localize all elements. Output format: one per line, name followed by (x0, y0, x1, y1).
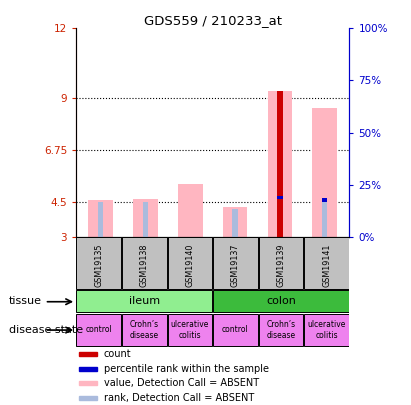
Text: count: count (104, 350, 132, 359)
Bar (259, 237, 303, 289)
Bar (79, 381, 97, 385)
Bar (268, 91, 292, 237)
Bar (76, 314, 121, 346)
Text: value, Detection Call = ABSENT: value, Detection Call = ABSENT (104, 378, 259, 388)
Bar (322, 198, 328, 202)
Bar (304, 314, 349, 346)
Text: rank, Detection Call = ABSENT: rank, Detection Call = ABSENT (104, 393, 254, 403)
Bar (322, 200, 328, 237)
Text: GSM19137: GSM19137 (231, 243, 240, 287)
Text: Crohn’s
disease: Crohn’s disease (266, 320, 296, 339)
Bar (79, 352, 97, 356)
Bar (76, 237, 121, 289)
Bar (79, 396, 97, 400)
Text: tissue: tissue (9, 296, 42, 306)
Text: control: control (222, 325, 249, 335)
Text: colon: colon (266, 296, 296, 306)
Text: GSM19139: GSM19139 (277, 243, 286, 287)
Text: GSM19138: GSM19138 (140, 243, 149, 287)
Bar (76, 290, 212, 312)
Text: GSM19140: GSM19140 (185, 243, 194, 287)
Bar (98, 202, 104, 237)
Bar (223, 207, 247, 237)
Text: ileum: ileum (129, 296, 160, 306)
Bar (312, 108, 337, 237)
Text: disease state: disease state (9, 325, 83, 335)
Bar (178, 183, 203, 237)
Bar (232, 209, 238, 237)
Bar (213, 290, 349, 312)
Bar (79, 367, 97, 371)
Bar (88, 200, 113, 237)
Bar (277, 198, 283, 237)
Text: Crohn’s
disease: Crohn’s disease (130, 320, 159, 339)
Bar (259, 314, 303, 346)
Bar (277, 91, 283, 237)
Text: GSM19135: GSM19135 (94, 243, 103, 287)
Bar (277, 196, 283, 199)
Bar (213, 314, 258, 346)
Bar (122, 237, 167, 289)
Bar (213, 237, 258, 289)
Text: ulcerative
colitis: ulcerative colitis (307, 320, 346, 339)
Text: percentile rank within the sample: percentile rank within the sample (104, 364, 269, 374)
Text: GSM19141: GSM19141 (322, 243, 331, 287)
Bar (143, 202, 148, 237)
Text: control: control (85, 325, 112, 335)
Title: GDS559 / 210233_at: GDS559 / 210233_at (144, 14, 282, 27)
Text: ulcerative
colitis: ulcerative colitis (171, 320, 209, 339)
Bar (122, 314, 167, 346)
Bar (304, 237, 349, 289)
Bar (168, 314, 212, 346)
Bar (168, 237, 212, 289)
Bar (133, 199, 158, 237)
